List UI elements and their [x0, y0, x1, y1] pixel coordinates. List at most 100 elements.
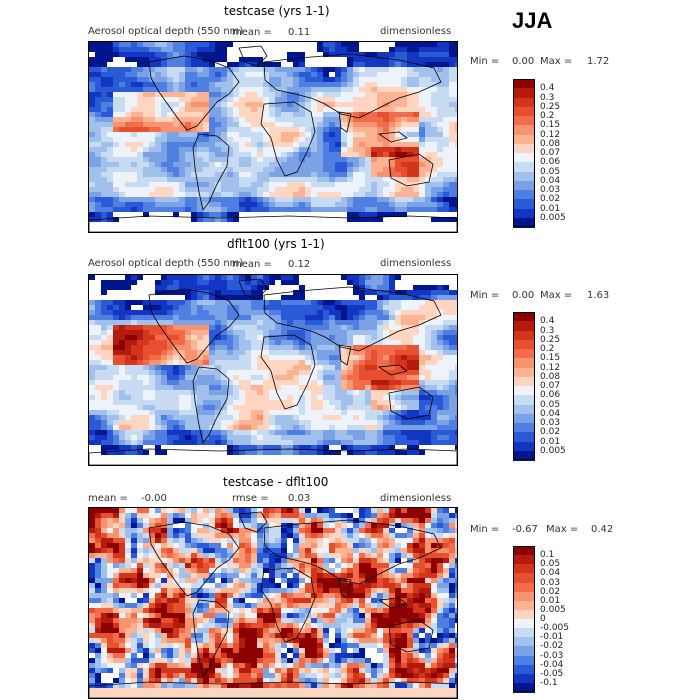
map-cell [431, 122, 438, 128]
map-cell [233, 455, 239, 460]
map-cell [305, 47, 311, 52]
map-cell [251, 395, 258, 401]
map-cell [377, 77, 384, 83]
map-cell [299, 97, 306, 103]
map-cell [281, 425, 288, 431]
map-cell [401, 167, 408, 173]
map-cell [137, 182, 144, 188]
map-cell [101, 335, 108, 341]
map-cell [125, 315, 132, 321]
map-cell [239, 212, 245, 217]
map-cell [413, 390, 420, 396]
map-cell [257, 127, 264, 133]
map-cell [449, 425, 456, 431]
map-cell [269, 107, 276, 113]
map-cell [227, 460, 233, 465]
map-cell [167, 460, 173, 465]
map-cell [359, 227, 365, 232]
map-cell [281, 152, 288, 158]
map-cell [401, 330, 408, 336]
map-cell [407, 77, 414, 83]
map-cell [179, 355, 186, 361]
map-cell [377, 375, 384, 381]
map-cell [233, 122, 240, 128]
map-cell [353, 82, 360, 88]
map-cell [179, 390, 186, 396]
map-cell [371, 315, 378, 321]
map-cell [233, 57, 239, 62]
map-cell [299, 167, 306, 173]
map-cell [263, 157, 270, 163]
map-cell [323, 152, 330, 158]
map-cell [365, 350, 372, 356]
map-cell [167, 142, 174, 148]
map-cell [149, 207, 156, 213]
map-cell [353, 187, 360, 193]
map-cell [125, 325, 132, 331]
map-cell [269, 370, 276, 376]
map-cell [449, 82, 456, 88]
map-cell [305, 132, 312, 138]
map-cell [239, 435, 246, 441]
map-cell [311, 187, 318, 193]
map-cell [371, 197, 378, 203]
map-cell [155, 285, 162, 291]
map-cell [425, 440, 432, 446]
map-cell [149, 335, 156, 341]
map-cell [209, 82, 216, 88]
map-cell [293, 305, 300, 311]
map-cell [377, 425, 384, 431]
map-cell [395, 385, 402, 391]
map-cell [389, 435, 396, 441]
map-cell [311, 227, 317, 232]
map-cell [431, 455, 437, 460]
map-cell [173, 112, 180, 118]
map-cell [239, 132, 246, 138]
map-cell [173, 212, 180, 218]
coastline [338, 111, 352, 133]
map-cell [221, 152, 228, 158]
map-cell [185, 330, 192, 336]
map-cell [293, 157, 300, 163]
map-cell [359, 182, 366, 188]
map-cell [143, 335, 150, 341]
map-cell [347, 187, 354, 193]
map-cell [353, 513, 359, 518]
map-cell [245, 345, 252, 351]
map-cell [161, 222, 167, 227]
map-cell [347, 172, 354, 178]
map-cell [389, 217, 395, 222]
map-cell [251, 147, 258, 153]
map-cell [311, 435, 318, 441]
map-cell [305, 280, 311, 285]
map-cell [401, 202, 408, 208]
map-cell [455, 445, 457, 451]
map-cell [263, 82, 270, 88]
map-cell [257, 187, 264, 193]
map-cell [425, 365, 432, 371]
map-cell [419, 360, 426, 366]
map-cell [299, 410, 306, 416]
map-cell [347, 305, 354, 311]
colorbar-swatch [513, 97, 535, 108]
map-cell [377, 182, 384, 188]
map-cell [329, 445, 335, 450]
coastline [263, 286, 442, 352]
map-cell [137, 57, 144, 63]
map-cell [89, 375, 96, 381]
map-cell [389, 450, 396, 456]
map-cell [197, 390, 204, 396]
map-cell [455, 57, 457, 63]
map-cell [143, 450, 150, 456]
map-cell [335, 410, 342, 416]
map-cell [395, 295, 402, 301]
map-cell [203, 395, 210, 401]
map-cell [251, 97, 258, 103]
panel2-map [88, 274, 458, 466]
map-cell [185, 350, 192, 356]
map-cell [89, 420, 96, 426]
colorbar-frame [513, 79, 535, 227]
map-cell [395, 390, 402, 396]
map-cell [197, 167, 204, 173]
map-cell [95, 57, 102, 63]
